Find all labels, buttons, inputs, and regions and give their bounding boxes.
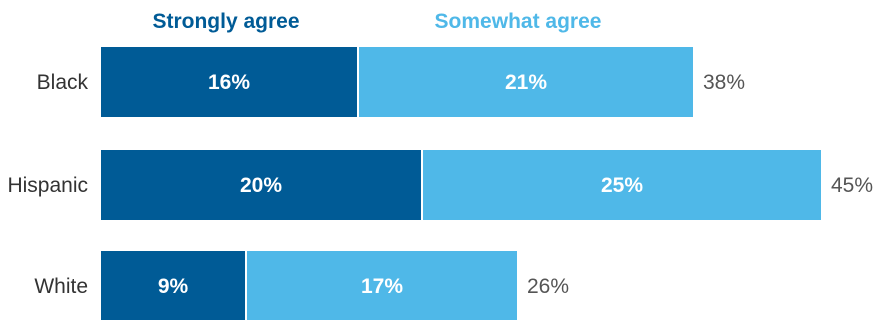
category-label-hispanic: Hispanic xyxy=(7,174,88,197)
bar-somewhat-agree-white xyxy=(247,251,517,320)
bar-strongly-agree-black xyxy=(101,47,357,117)
data-label-strongly-agree-white: 9% xyxy=(158,275,189,298)
total-label-white: 26% xyxy=(527,275,569,298)
bar-somewhat-agree-black xyxy=(359,47,693,117)
data-label-strongly-agree-hispanic: 20% xyxy=(240,174,282,197)
legend-item-strongly-agree: Strongly agree xyxy=(152,10,299,33)
data-label-somewhat-agree-hispanic: 25% xyxy=(601,174,643,197)
legend-item-somewhat-agree: Somewhat agree xyxy=(435,10,602,33)
total-label-hispanic: 45% xyxy=(831,174,873,197)
data-label-somewhat-agree-white: 17% xyxy=(361,275,403,298)
category-label-white: White xyxy=(34,275,88,298)
data-label-strongly-agree-black: 16% xyxy=(208,71,250,94)
bar-strongly-agree-white xyxy=(101,251,245,320)
data-label-somewhat-agree-black: 21% xyxy=(505,71,547,94)
category-label-black: Black xyxy=(37,71,89,94)
legend: Strongly agree Somewhat agree xyxy=(152,10,601,33)
bars: Black 16% 21% 38% Hispanic 20% 25% 45% White 9% 17… xyxy=(7,47,873,320)
bar-strongly-agree-hispanic xyxy=(101,150,421,220)
bar-somewhat-agree-hispanic xyxy=(423,150,821,220)
total-label-black: 38% xyxy=(703,71,745,94)
